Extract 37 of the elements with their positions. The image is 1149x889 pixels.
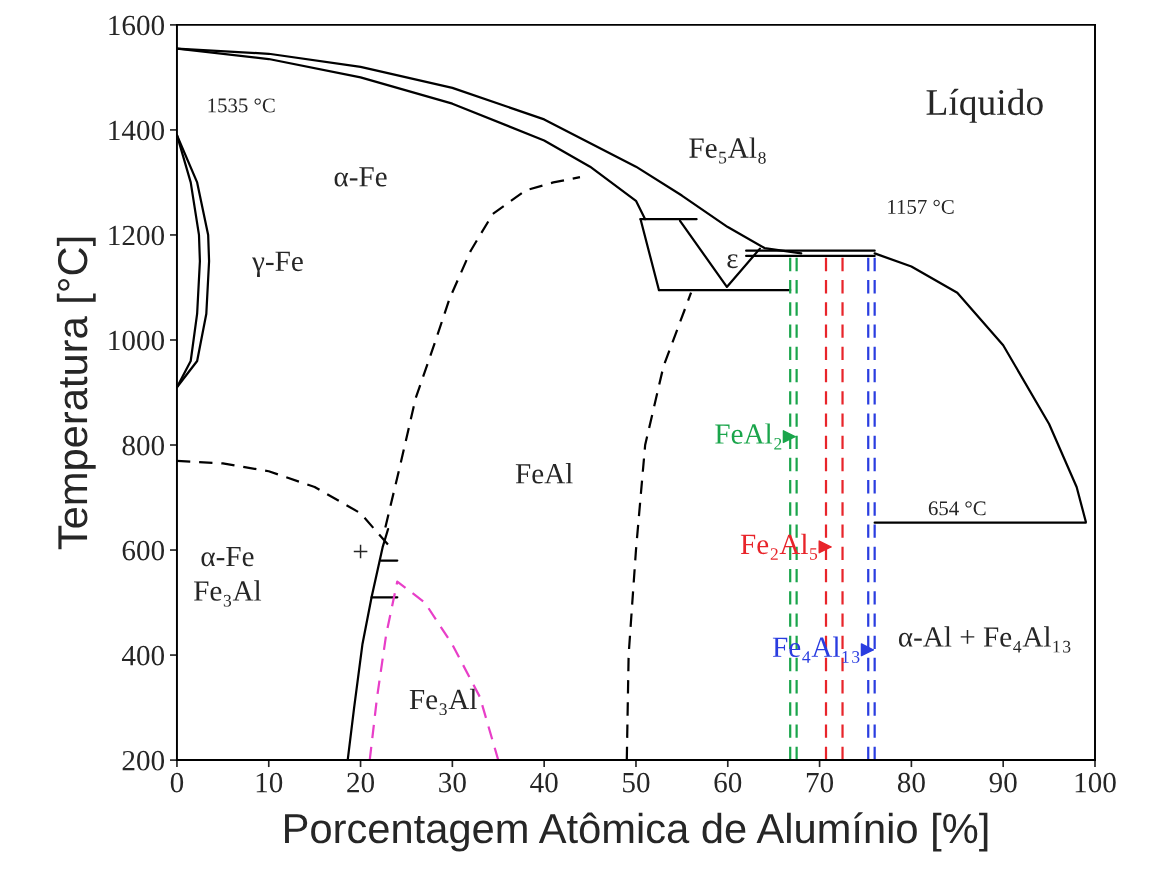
x-axis-title: Porcentagem Atômica de Alumínio [%]: [285, 812, 988, 852]
y-tick-label: 800: [122, 435, 165, 456]
x-tick-label: 50: [623, 772, 650, 793]
annotation: α-Fe: [334, 167, 387, 187]
annotation: γ-Fe: [252, 251, 303, 278]
y-tick-label: 1000: [109, 330, 165, 351]
x-tick-label: 80: [897, 772, 925, 793]
annotation: Fe₅Al₈: [689, 137, 766, 164]
annotation: 1535 °C: [208, 98, 275, 113]
y-tick-label: 1600: [109, 15, 165, 36]
annotation: +: [353, 544, 368, 559]
y-tick-label: 400: [121, 645, 165, 666]
annotation: FeAl: [515, 463, 573, 484]
x-tick-label: 60: [714, 772, 742, 793]
x-tick-label: 100: [1075, 772, 1116, 793]
y-tick-label: 200: [122, 750, 165, 771]
x-tick-label: 90: [989, 772, 1017, 793]
annotation: α-Al + Fe₄Al₁₃: [898, 626, 1071, 653]
y-tick-label: 1200: [109, 225, 165, 246]
x-tick-label: 0: [170, 772, 184, 793]
legend-label: FeAl₂: [715, 423, 782, 450]
x-tick-label: 70: [806, 772, 834, 793]
annotation: Fe₃Al: [409, 688, 477, 716]
x-tick-label: 30: [439, 772, 466, 793]
x-tick-label: 10: [256, 772, 283, 793]
annotation: Líquido: [926, 88, 1043, 123]
annotation: 654 °C: [928, 501, 986, 516]
y-tick-label: 1400: [109, 120, 165, 141]
x-tick-label: 40: [530, 772, 558, 793]
y-axis-title: Temperatura [°C]: [56, 237, 96, 550]
annotation: ε: [727, 254, 738, 269]
x-tick-label: 20: [347, 772, 375, 793]
y-tick-label: 600: [122, 540, 165, 561]
legend-label: Fe₂Al₅: [740, 533, 818, 560]
annotation: 1157 °C: [888, 199, 954, 214]
annotation: α-Fe Fe₃Al: [194, 546, 262, 607]
legend-label: Fe₄Al₁₃: [772, 636, 860, 663]
